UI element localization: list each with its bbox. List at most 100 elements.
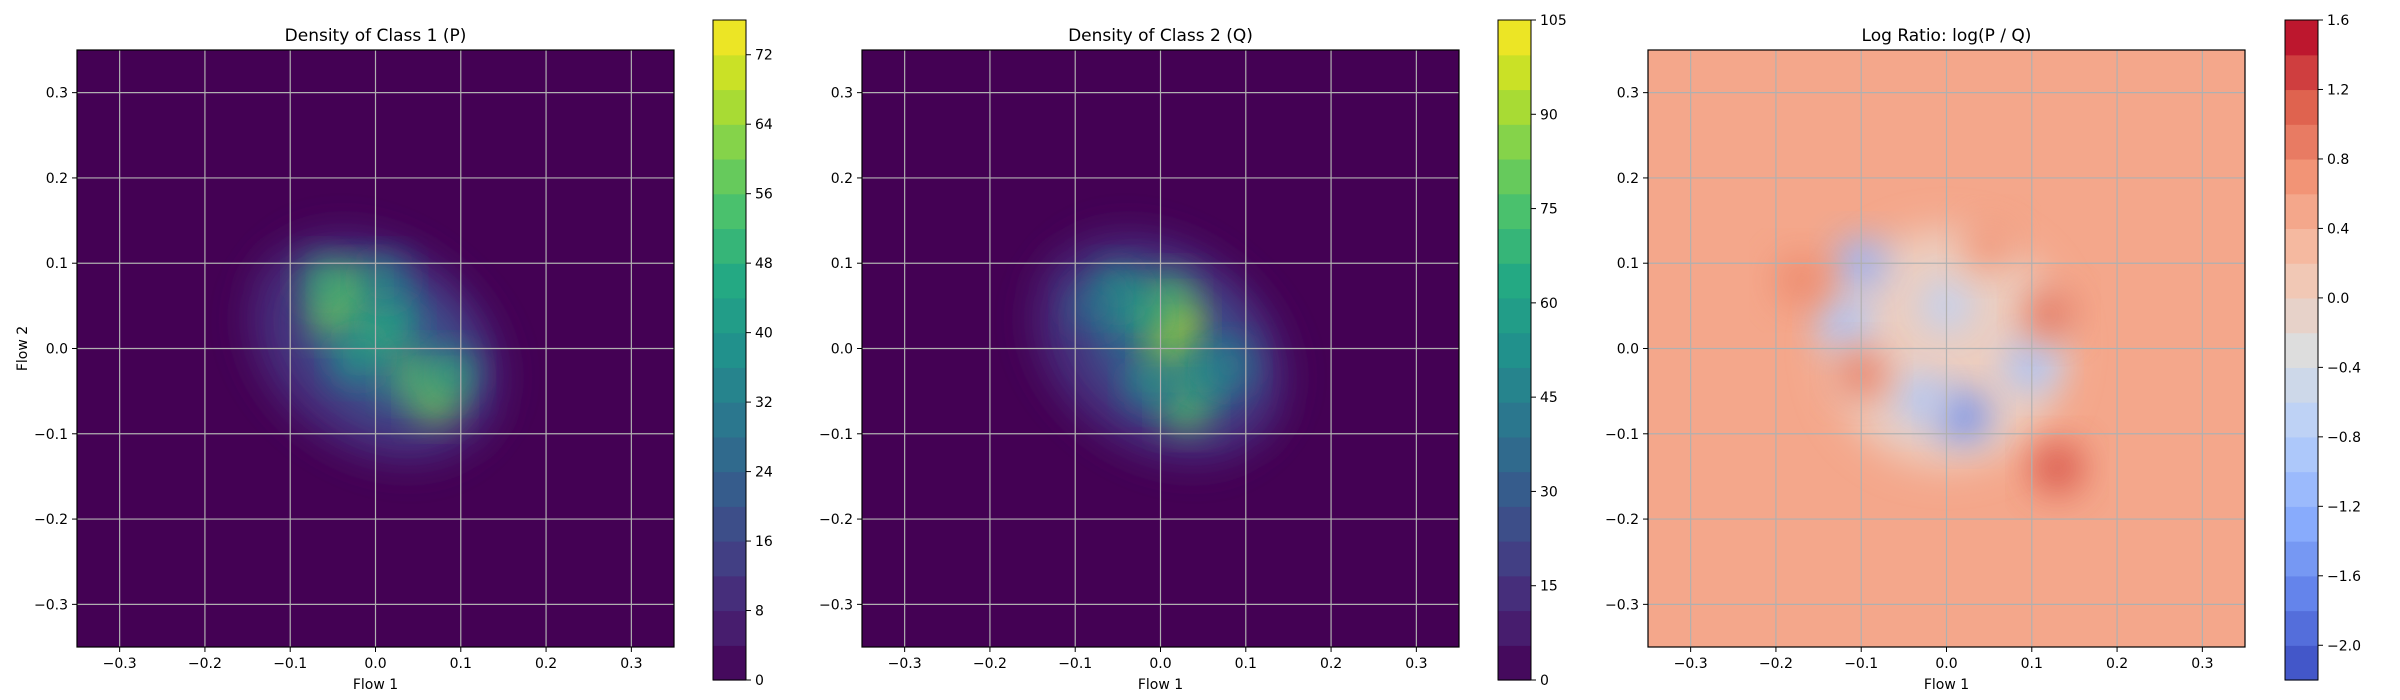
y-tick-label: 0.3 <box>1617 86 1639 102</box>
x-tick-label: 0.3 <box>2191 656 2213 672</box>
colorbar-tick-label: 8 <box>755 604 764 620</box>
log-ratio-x-axis-label: Flow 1 <box>1924 677 1969 693</box>
log-ratio-hotspot <box>1963 220 2016 273</box>
colorbar-band <box>2285 436 2318 473</box>
colorbar-tick-label: 72 <box>755 48 773 64</box>
log-ratio-hotspot <box>2031 441 2084 494</box>
x-tick-label: −0.1 <box>1844 656 1878 672</box>
log-ratio-hotspot <box>1818 296 1871 349</box>
colorbar-tick-label: 0.4 <box>2327 221 2349 237</box>
density-q-title: Density of Class 2 (Q) <box>1068 26 1253 46</box>
colorbar-band <box>2285 610 2318 646</box>
colorbar-tick-label: 1.2 <box>2327 82 2349 98</box>
colorbar-band <box>713 402 746 438</box>
x-tick-label: 0.1 <box>450 656 472 672</box>
x-tick-label: 0.0 <box>1149 656 1171 672</box>
x-tick-label: 0.3 <box>1405 656 1427 672</box>
colorbar-tick-label: 0.8 <box>2327 152 2349 168</box>
colorbar-band <box>2285 402 2318 438</box>
density-q-hotspot <box>1206 343 1251 388</box>
colorbar-band <box>713 54 746 91</box>
colorbar-tick-label: 60 <box>1540 296 1558 312</box>
colorbar-tick-label: 30 <box>1540 484 1558 500</box>
colorbar-band <box>1498 645 1531 681</box>
colorbar-band <box>1498 20 1531 56</box>
y-tick-label: −0.3 <box>1605 597 1639 613</box>
y-tick-label: −0.2 <box>1605 512 1639 528</box>
log-ratio-hotspot <box>2022 288 2075 341</box>
y-tick-label: 0.0 <box>46 342 68 358</box>
x-tick-label: −0.2 <box>188 656 222 672</box>
density-p-colorbar: 0 8 16 24 32 40 48 56 64 72 <box>712 19 773 689</box>
density-q-hotspot <box>1164 386 1209 431</box>
colorbar-band <box>1498 89 1531 125</box>
colorbar-band <box>713 263 746 299</box>
colorbar-tick-label: 16 <box>755 534 773 550</box>
colorbar-band <box>1498 297 1531 334</box>
colorbar-band <box>713 436 746 473</box>
colorbar-band <box>1498 610 1531 646</box>
colorbar-tick-label: 0 <box>755 673 764 689</box>
density-p-hotspot <box>387 352 432 397</box>
colorbar-tick-label: 105 <box>1540 13 1567 29</box>
y-tick-label: 0.1 <box>1617 256 1639 272</box>
density-q-hotspot <box>1070 283 1115 328</box>
x-tick-label: 0.0 <box>364 656 386 672</box>
colorbar-band <box>2285 575 2318 612</box>
colorbar-tick-label: −2.0 <box>2327 638 2361 654</box>
colorbar-band <box>2285 158 2318 195</box>
x-tick-label: −0.1 <box>1058 656 1092 672</box>
colorbar-band <box>713 332 746 368</box>
y-tick-label: −0.2 <box>34 512 68 528</box>
colorbar-band <box>1498 575 1531 612</box>
colorbar-tick-label: 75 <box>1540 202 1558 218</box>
density-q-grid <box>862 50 1459 647</box>
x-tick-label: −0.2 <box>973 656 1007 672</box>
x-tick-label: 0.1 <box>1235 656 1257 672</box>
density-p-hotspot <box>370 300 415 345</box>
colorbar-band <box>713 20 746 56</box>
colorbar-band <box>1498 436 1531 473</box>
colorbar-band <box>713 228 746 264</box>
colorbar-band <box>1498 541 1531 577</box>
y-tick-label: −0.1 <box>819 427 853 443</box>
colorbar-tick-label: 32 <box>755 395 773 411</box>
colorbar-band <box>2285 506 2318 542</box>
x-tick-label: 0.3 <box>620 656 642 672</box>
colorbar-band <box>2285 541 2318 577</box>
colorbar-band <box>1498 471 1531 507</box>
colorbar-band <box>713 297 746 334</box>
colorbar-band <box>1498 54 1531 91</box>
x-tick-label: −0.3 <box>1674 656 1708 672</box>
colorbar-tick-label: 90 <box>1540 107 1558 123</box>
colorbar-band <box>2285 124 2318 160</box>
colorbar-band <box>713 367 746 403</box>
colorbar-tick-label: 48 <box>755 256 773 272</box>
colorbar-frame <box>2284 19 2319 681</box>
x-tick-label: −0.3 <box>888 656 922 672</box>
colorbar-band <box>1498 332 1531 368</box>
x-tick-label: 0.2 <box>1320 656 1342 672</box>
colorbar-band <box>713 89 746 125</box>
log-ratio-hotspot <box>1894 373 1947 426</box>
colorbar-band <box>713 575 746 612</box>
y-tick-label: 0.2 <box>46 171 68 187</box>
x-tick-label: 0.2 <box>2106 656 2128 672</box>
colorbar-band <box>2285 20 2318 56</box>
colorbar-band <box>713 471 746 507</box>
colorbar-band <box>713 610 746 646</box>
colorbar-band <box>2285 228 2318 264</box>
colorbar-band <box>713 193 746 230</box>
y-tick-label: 0.0 <box>1617 342 1639 358</box>
y-tick-label: 0.1 <box>831 256 853 272</box>
colorbar-band <box>2285 89 2318 125</box>
density-p-x-axis-label: Flow 1 <box>353 677 398 693</box>
colorbar-tick-label: 15 <box>1540 579 1558 595</box>
density-p-hotspot <box>302 258 347 303</box>
colorbar-tick-label: 0.0 <box>2327 291 2349 307</box>
log-ratio-hotspot <box>1937 390 1990 443</box>
colorbar-band <box>713 506 746 542</box>
y-tick-label: −0.3 <box>34 597 68 613</box>
colorbar-band <box>713 158 746 195</box>
density-p-hotspot <box>362 258 407 303</box>
